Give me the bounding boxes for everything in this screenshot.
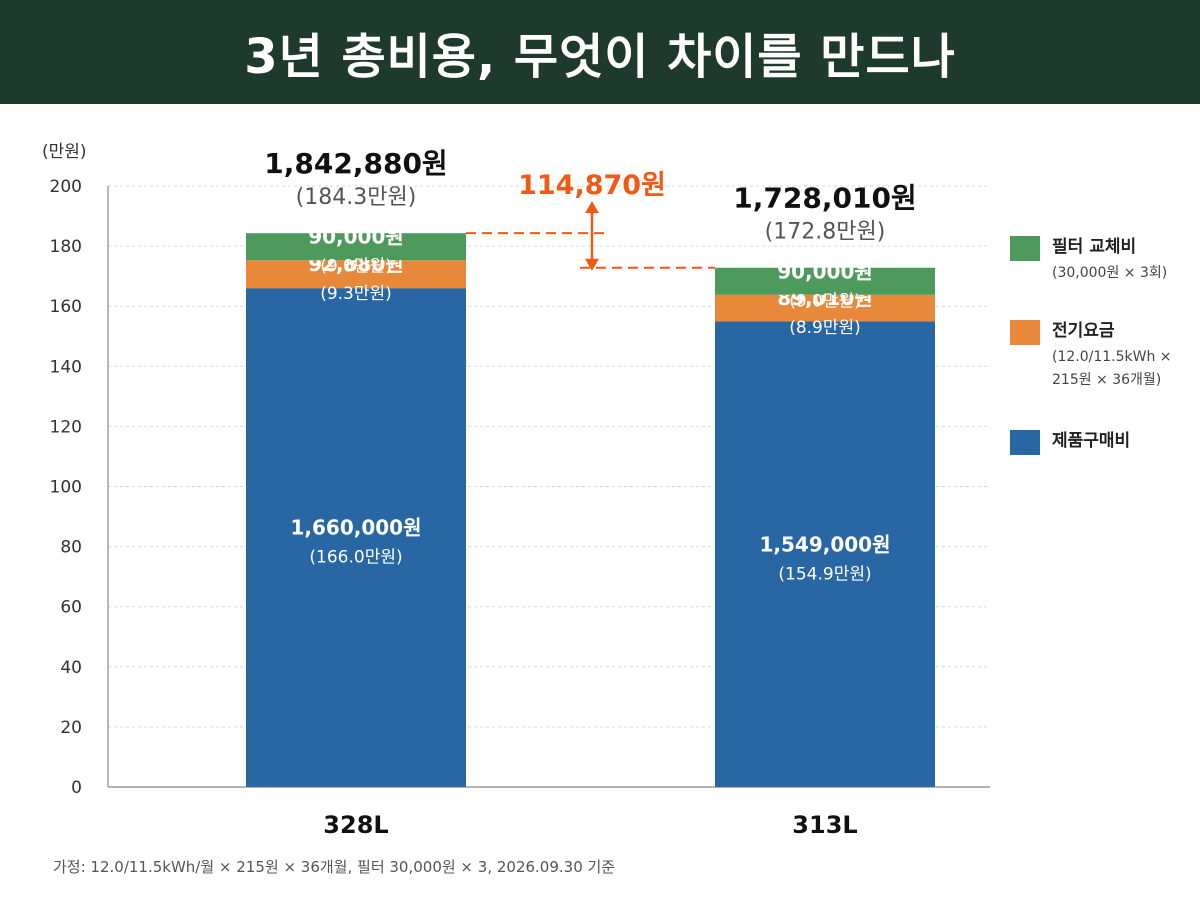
legend-label-electricity: 전기요금: [1052, 321, 1115, 341]
y-tick-label: 40: [60, 658, 82, 678]
data-label: 90,000원: [308, 225, 404, 249]
data-label: 1,660,000원: [290, 516, 421, 540]
legend-item-filter: 필터 교체비 (30,000원 × 3회): [1010, 236, 1195, 320]
legend-desc-filter: (30,000원 × 3회): [1052, 265, 1168, 281]
bar-segment: [715, 321, 935, 787]
data-label: 90,000원: [777, 259, 873, 283]
legend-swatch-product: [1010, 430, 1040, 455]
legend-desc-electricity: (12.0/11.5kWh × 215원 × 36개월): [1052, 349, 1172, 388]
y-tick-label: 140: [50, 357, 82, 377]
total-label: 1,728,010원: [733, 182, 916, 215]
y-tick-label: 80: [60, 538, 82, 558]
stacked-bar-chart: 0 20 40 60 80 100 120 140 160 180 200 (만원) 1,660,000…: [42, 142, 990, 839]
footnote: 가정: 12.0/11.5kWh/월 × 215원 × 36개월, 필터 30,…: [53, 858, 616, 876]
total-label: 1,842,880원: [264, 147, 447, 180]
diff-label: 114,870원: [518, 170, 666, 201]
y-tick-label: 160: [50, 297, 82, 317]
y-tick-label: 200: [50, 177, 82, 197]
y-tick-label: 100: [50, 478, 82, 498]
diff-arrow-head-up: [585, 201, 599, 214]
data-sublabel: (166.0만원): [309, 548, 402, 568]
bar-segment: [715, 267, 935, 295]
bar-segment: [715, 294, 935, 322]
legend-swatch-filter: [1010, 236, 1040, 261]
legend-item-product: 제품구매비: [1010, 430, 1195, 455]
y-tick-label: 60: [60, 598, 82, 618]
total-sublabel: (184.3만원): [296, 185, 417, 210]
data-sublabel: (154.9만원): [778, 564, 871, 584]
y-tick-label: 180: [50, 237, 82, 257]
total-sublabel: (172.8만원): [765, 220, 886, 245]
legend: 필터 교체비 (30,000원 × 3회) 전기요금 (12.0/11.5kWh…: [1010, 236, 1195, 455]
legend-label-filter: 필터 교체비: [1052, 237, 1137, 257]
bar-segment: [246, 233, 466, 261]
x-tick-label: 313L: [792, 811, 857, 839]
bar-segment: [246, 260, 466, 289]
data-sublabel: (9.3만원): [320, 284, 392, 304]
page-title: 3년 총비용, 무엇이 차이를 만드나: [244, 29, 956, 85]
y-axis-label: (만원): [42, 142, 87, 162]
bar-segment: [246, 288, 466, 787]
diff-arrow-head-down: [585, 258, 599, 271]
y-tick-label: 120: [50, 417, 82, 437]
y-tick-label: 0: [71, 778, 82, 798]
legend-swatch-electricity: [1010, 320, 1040, 345]
title-bar: 3년 총비용, 무엇이 차이를 만드나: [0, 0, 1200, 104]
data-sublabel: (8.9만원): [789, 318, 861, 338]
data-label: 1,549,000원: [759, 532, 890, 556]
data-sublabel: (9.0만원): [320, 257, 392, 277]
legend-label-product: 제품구매비: [1052, 431, 1131, 451]
legend-item-electricity: 전기요금 (12.0/11.5kWh × 215원 × 36개월): [1010, 320, 1195, 430]
y-tick-label: 20: [60, 718, 82, 738]
data-sublabel: (9.0만원): [789, 291, 861, 311]
x-tick-label: 328L: [323, 811, 388, 839]
